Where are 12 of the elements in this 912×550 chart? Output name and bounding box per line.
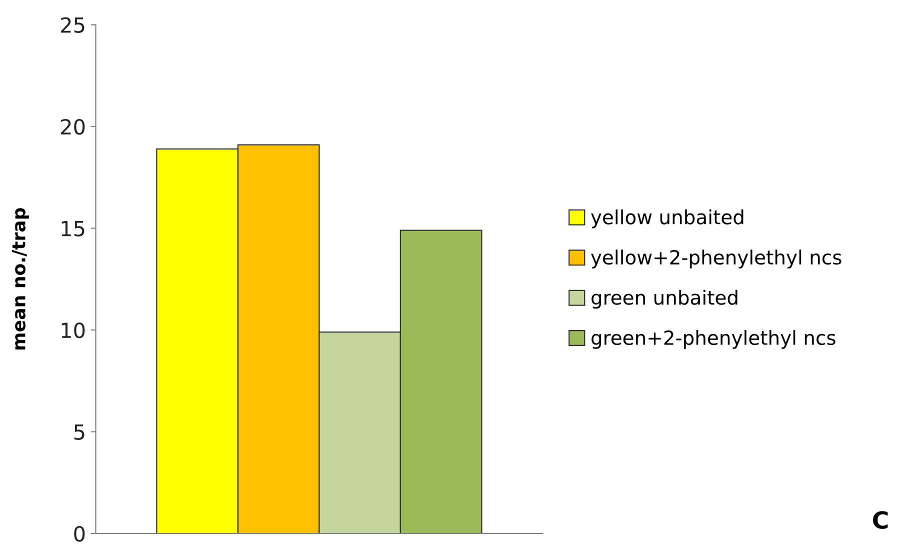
- legend-label: green unbaited: [592, 290, 738, 309]
- y-tick-label: 0: [74, 526, 85, 542]
- y-axis-title: mean no./trap: [12, 208, 29, 350]
- y-tick-label: 20: [61, 118, 85, 135]
- text: C: [873, 511, 888, 529]
- y-tick-label: 15: [62, 220, 84, 236]
- legend-label: yellow unbaited: [591, 209, 744, 228]
- y-tick-label: 10: [62, 322, 85, 338]
- y-tick-label: 25: [61, 17, 84, 33]
- legend-label: green+2-phenylethyl ncs: [592, 330, 836, 349]
- y-tick-label: 5: [74, 424, 84, 440]
- legend-label: yellow+2-phenylethyl ncs: [591, 250, 842, 268]
